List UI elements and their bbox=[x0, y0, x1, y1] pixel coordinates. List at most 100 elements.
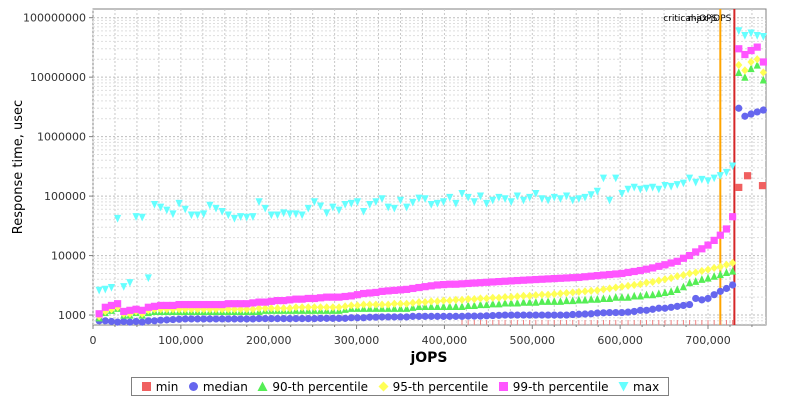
data-point-95-th-percentile bbox=[753, 55, 761, 64]
data-point-median bbox=[593, 309, 601, 317]
data-point-90-th-percentile bbox=[476, 300, 485, 309]
data-point-median bbox=[267, 315, 275, 323]
x-tick-label: 300,000 bbox=[334, 334, 380, 347]
data-point-95-th-percentile bbox=[341, 302, 349, 311]
data-point-median bbox=[329, 314, 337, 322]
data-point-median bbox=[187, 315, 196, 323]
data-point-max bbox=[163, 206, 171, 215]
data-point-90-th-percentile bbox=[759, 75, 767, 84]
legend-label: 90-th percentile bbox=[272, 379, 369, 394]
data-point-median bbox=[642, 306, 651, 314]
data-point-95-th-percentile bbox=[587, 286, 595, 295]
data-point-95-th-percentile bbox=[157, 305, 165, 314]
data-point-median bbox=[489, 311, 497, 320]
legend-label: max bbox=[633, 379, 660, 394]
data-point-99-th-percentile bbox=[95, 310, 103, 318]
data-point-max bbox=[267, 211, 275, 220]
x-tick-label: 100,000 bbox=[158, 334, 204, 347]
data-point-max bbox=[483, 199, 491, 208]
data-point-99-th-percentile bbox=[157, 301, 165, 310]
legend-label: 95-th percentile bbox=[392, 379, 489, 394]
data-point-90-th-percentile bbox=[452, 302, 460, 310]
data-point-median bbox=[249, 315, 257, 323]
data-point-max bbox=[286, 210, 294, 219]
data-point-max bbox=[347, 199, 355, 208]
data-point-95-th-percentile bbox=[470, 295, 478, 304]
data-point-90-th-percentile bbox=[710, 272, 718, 280]
data-point-max bbox=[200, 210, 208, 219]
data-point-95-th-percentile bbox=[427, 297, 435, 306]
data-point-90-th-percentile bbox=[538, 297, 546, 305]
legend: min median 90-th percentile 95-th percentil… bbox=[131, 377, 669, 396]
data-point-95-th-percentile bbox=[710, 263, 718, 273]
data-point-median bbox=[114, 318, 122, 326]
data-point-90-th-percentile bbox=[667, 287, 675, 295]
data-point-99-th-percentile bbox=[581, 273, 589, 281]
data-point-max bbox=[169, 210, 177, 219]
data-point-median bbox=[390, 313, 398, 321]
data-point-95-th-percentile bbox=[200, 305, 208, 314]
data-point-max bbox=[698, 175, 706, 184]
data-point-95-th-percentile bbox=[446, 296, 454, 305]
data-point-max bbox=[544, 196, 552, 205]
data-point-median bbox=[624, 308, 632, 316]
data-point-max bbox=[704, 177, 712, 186]
data-point-95-th-percentile bbox=[452, 295, 460, 304]
reference-label-max-jops: max-jOPS bbox=[688, 14, 732, 24]
legend-item-min: min bbox=[141, 380, 178, 394]
data-point-max bbox=[612, 174, 620, 183]
data-point-median bbox=[446, 312, 454, 320]
data-point-99-th-percentile bbox=[126, 306, 134, 314]
data-point-90-th-percentile bbox=[655, 289, 663, 298]
data-point-95-th-percentile bbox=[704, 265, 712, 274]
data-point-99-th-percentile bbox=[163, 301, 171, 310]
data-point-90-th-percentile bbox=[556, 297, 565, 305]
data-point-99-th-percentile bbox=[649, 264, 657, 272]
data-point-median bbox=[335, 314, 343, 322]
data-point-99-th-percentile bbox=[409, 284, 417, 293]
data-point-99-th-percentile bbox=[304, 294, 312, 303]
data-point-95-th-percentile bbox=[181, 305, 189, 314]
data-point-max bbox=[396, 196, 405, 205]
data-point-90-th-percentile bbox=[501, 298, 509, 307]
data-point-max bbox=[366, 200, 374, 209]
data-point-99-th-percentile bbox=[310, 294, 319, 303]
data-point-max bbox=[741, 31, 749, 40]
data-point-99-th-percentile bbox=[495, 277, 503, 286]
data-point-99-th-percentile bbox=[470, 279, 478, 287]
data-point-95-th-percentile bbox=[163, 305, 171, 314]
data-point-max bbox=[593, 187, 601, 196]
data-point-max bbox=[685, 174, 694, 183]
data-point-max bbox=[298, 211, 306, 220]
data-point-99-th-percentile bbox=[452, 280, 460, 288]
data-point-95-th-percentile bbox=[599, 285, 608, 294]
data-point-median bbox=[741, 112, 749, 120]
data-point-99-th-percentile bbox=[366, 289, 374, 297]
data-point-99-th-percentile bbox=[698, 245, 706, 253]
data-point-median bbox=[138, 318, 146, 326]
data-point-median bbox=[237, 315, 245, 323]
data-point-99-th-percentile bbox=[544, 275, 552, 283]
data-point-median bbox=[753, 108, 761, 116]
data-point-95-th-percentile bbox=[581, 287, 589, 296]
data-point-median bbox=[704, 294, 712, 303]
data-point-median bbox=[618, 308, 626, 317]
data-point-95-th-percentile bbox=[378, 300, 386, 309]
x-axis-title: jOPS bbox=[409, 350, 447, 366]
data-point-95-th-percentile bbox=[403, 299, 411, 308]
data-point-max bbox=[390, 204, 398, 213]
data-point-max bbox=[323, 209, 331, 218]
data-point-95-th-percentile bbox=[741, 66, 749, 75]
data-point-median bbox=[722, 284, 731, 293]
data-point-90-th-percentile bbox=[747, 64, 755, 73]
data-point-95-th-percentile bbox=[243, 305, 251, 314]
data-point-median bbox=[415, 312, 423, 320]
data-point-max bbox=[599, 174, 608, 183]
data-point-90-th-percentile bbox=[735, 68, 743, 77]
data-point-99-th-percentile bbox=[483, 278, 491, 286]
data-point-99-th-percentile bbox=[200, 300, 208, 309]
data-point-max bbox=[403, 203, 411, 212]
data-point-95-th-percentile bbox=[661, 275, 669, 284]
legend-swatch bbox=[141, 382, 151, 391]
